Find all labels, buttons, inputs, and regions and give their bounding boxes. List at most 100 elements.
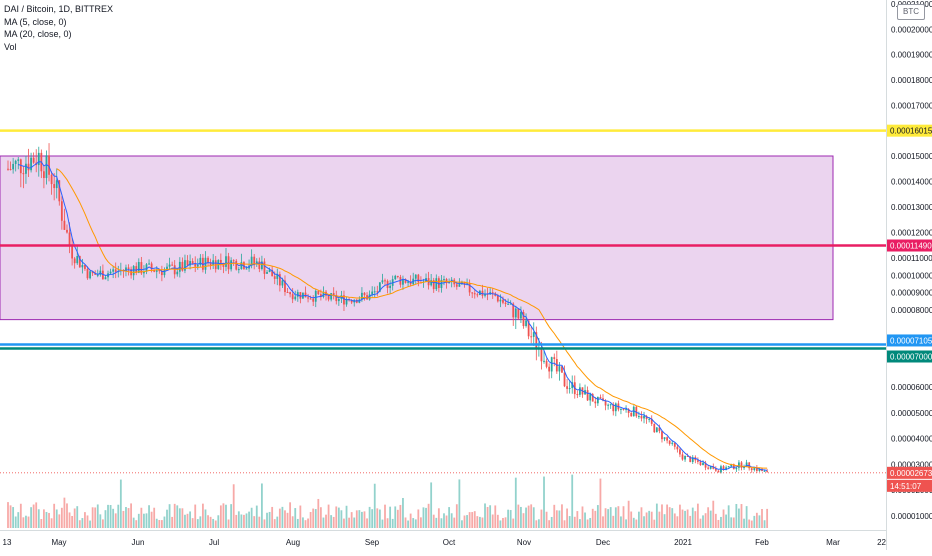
- candle[interactable]: [520, 306, 522, 323]
- candle[interactable]: [514, 305, 517, 330]
- candle[interactable]: [679, 447, 681, 458]
- candle[interactable]: [112, 265, 115, 279]
- candle[interactable]: [268, 267, 271, 273]
- candle[interactable]: [30, 152, 32, 173]
- candle[interactable]: [345, 296, 348, 307]
- candle[interactable]: [502, 296, 504, 305]
- candle[interactable]: [84, 264, 86, 271]
- candle[interactable]: [176, 269, 179, 277]
- candle[interactable]: [171, 261, 174, 266]
- candle[interactable]: [55, 168, 58, 199]
- candle[interactable]: [43, 165, 45, 189]
- candle[interactable]: [581, 387, 584, 398]
- candle[interactable]: [296, 289, 299, 302]
- candle[interactable]: [253, 253, 256, 270]
- candle[interactable]: [522, 309, 525, 329]
- price-axis[interactable]: 0.000210000.000200000.000190000.00018000…: [886, 0, 932, 550]
- candle[interactable]: [66, 224, 68, 234]
- candle[interactable]: [543, 350, 545, 364]
- candle[interactable]: [22, 166, 25, 189]
- candle[interactable]: [317, 290, 320, 295]
- candle[interactable]: [32, 152, 35, 164]
- ma5-line[interactable]: [18, 161, 768, 471]
- candle[interactable]: [17, 156, 20, 170]
- candle[interactable]: [476, 292, 479, 298]
- candle[interactable]: [7, 160, 9, 171]
- candle[interactable]: [596, 396, 599, 406]
- candle[interactable]: [376, 285, 379, 297]
- candle[interactable]: [76, 246, 79, 265]
- candle[interactable]: [589, 392, 592, 406]
- candle[interactable]: [96, 269, 99, 278]
- candle[interactable]: [148, 259, 150, 265]
- candle[interactable]: [307, 293, 309, 303]
- candle[interactable]: [255, 258, 258, 267]
- unit-label[interactable]: BTC: [897, 4, 925, 20]
- candle[interactable]: [655, 426, 658, 433]
- candle[interactable]: [294, 290, 297, 301]
- candle[interactable]: [620, 408, 622, 415]
- candle[interactable]: [19, 158, 22, 188]
- candle[interactable]: [689, 455, 692, 463]
- candle[interactable]: [189, 254, 191, 270]
- candle[interactable]: [312, 295, 315, 307]
- candle[interactable]: [258, 257, 261, 273]
- candle[interactable]: [676, 444, 679, 453]
- candle[interactable]: [373, 286, 376, 298]
- candle[interactable]: [561, 365, 563, 373]
- red-level-tag[interactable]: 0.00011490: [887, 239, 932, 252]
- candle[interactable]: [625, 405, 627, 413]
- candle[interactable]: [243, 261, 245, 270]
- candle[interactable]: [396, 275, 399, 279]
- candle[interactable]: [473, 289, 476, 299]
- candle[interactable]: [89, 270, 91, 280]
- candle[interactable]: [402, 275, 404, 290]
- candle[interactable]: [584, 384, 586, 395]
- candle[interactable]: [755, 464, 758, 473]
- candle[interactable]: [194, 256, 197, 273]
- candle[interactable]: [738, 460, 740, 471]
- countdown-tag[interactable]: 14:51:07: [887, 479, 932, 492]
- candle[interactable]: [266, 270, 268, 274]
- candle[interactable]: [579, 383, 581, 398]
- candle[interactable]: [566, 379, 568, 394]
- candle[interactable]: [430, 273, 433, 287]
- candle[interactable]: [735, 466, 738, 472]
- candle[interactable]: [86, 266, 89, 280]
- candle[interactable]: [468, 279, 471, 296]
- candle[interactable]: [45, 150, 48, 185]
- candle[interactable]: [343, 290, 345, 311]
- candle[interactable]: [60, 196, 63, 230]
- candle[interactable]: [548, 363, 551, 379]
- candle[interactable]: [530, 327, 533, 344]
- candle[interactable]: [594, 397, 597, 408]
- legend-ma5[interactable]: MA (5, close, 0): [4, 16, 67, 27]
- candle[interactable]: [553, 353, 556, 367]
- candle[interactable]: [389, 280, 392, 294]
- candle[interactable]: [332, 287, 335, 300]
- candle[interactable]: [48, 143, 50, 182]
- candle[interactable]: [199, 254, 202, 267]
- candle[interactable]: [186, 255, 189, 267]
- blue-level-tag[interactable]: 0.00007105: [887, 334, 932, 347]
- candle[interactable]: [230, 257, 233, 272]
- candle[interactable]: [73, 256, 76, 269]
- candle[interactable]: [363, 291, 366, 301]
- legend-symbol[interactable]: DAI / Bitcoin, 1D, BITTREX: [4, 4, 114, 14]
- candle[interactable]: [209, 258, 212, 270]
- candle[interactable]: [168, 257, 171, 270]
- candle[interactable]: [696, 457, 699, 465]
- candle[interactable]: [727, 465, 730, 468]
- ma20-line[interactable]: [56, 168, 768, 469]
- range-box[interactable]: [0, 155, 834, 321]
- candle[interactable]: [207, 256, 209, 267]
- candle[interactable]: [184, 254, 186, 274]
- candle[interactable]: [335, 290, 338, 305]
- candle[interactable]: [694, 455, 697, 464]
- candle[interactable]: [135, 262, 138, 276]
- candle[interactable]: [53, 173, 56, 201]
- candle[interactable]: [766, 468, 769, 473]
- candle[interactable]: [163, 267, 166, 278]
- candle[interactable]: [299, 292, 302, 304]
- candle[interactable]: [507, 298, 509, 305]
